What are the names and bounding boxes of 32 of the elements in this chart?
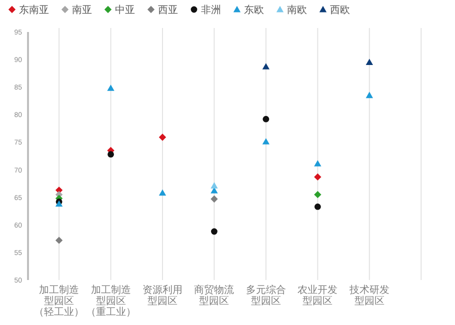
x-tick-label: 加工制造型园区（重工业） (86, 284, 136, 318)
x-tick-label: 加工制造型园区（轻工业） (34, 284, 84, 318)
point (262, 116, 270, 122)
point (158, 189, 166, 196)
point (158, 134, 166, 141)
legend-label: 西亚 (158, 5, 178, 16)
point (314, 204, 321, 210)
point (314, 190, 322, 198)
legend-label: 中亚 (115, 4, 135, 16)
point (55, 236, 63, 244)
point (314, 173, 322, 181)
point (107, 84, 114, 91)
legend-label: 南亚 (72, 4, 92, 16)
point (314, 160, 322, 166)
legend-label: 东欧 (244, 4, 264, 16)
point (211, 228, 218, 235)
point (210, 195, 218, 203)
point (262, 63, 270, 70)
legend-label: 南欧 (287, 4, 307, 16)
x-tick-label: 农业开发型园区 (298, 284, 338, 307)
x-tick-label: 商贸物流型园区 (194, 284, 234, 307)
x-tick-label: 技术研发型园区 (348, 284, 390, 307)
point (262, 138, 270, 144)
x-tick-label: 多元综合型园区 (246, 284, 286, 307)
legend-label: 西欧 (330, 5, 350, 16)
legend-label: 东南亚 (19, 4, 49, 16)
point (210, 182, 218, 188)
point (366, 92, 374, 98)
legend-label: 非洲 (201, 4, 221, 16)
point (108, 151, 114, 158)
point (366, 58, 374, 66)
x-tick-label: 资源利用型园区 (142, 284, 182, 307)
